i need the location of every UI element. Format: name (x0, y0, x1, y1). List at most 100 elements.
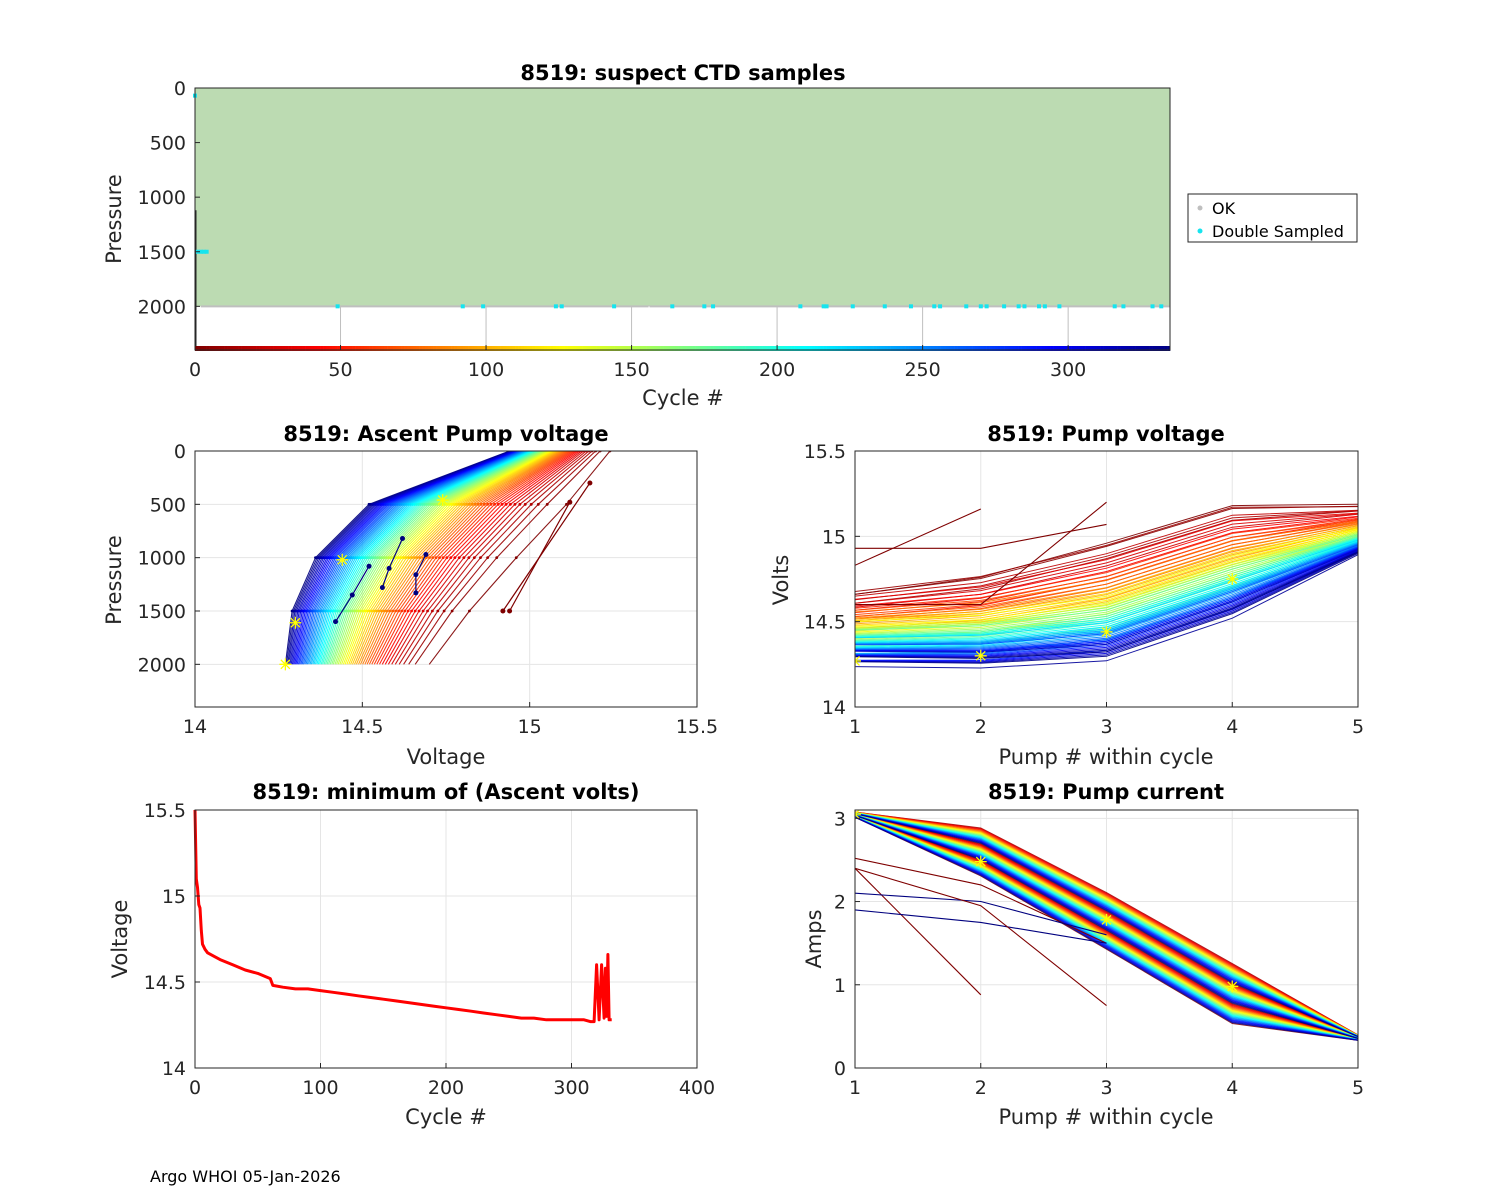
cycle-color-marker (1146, 346, 1150, 351)
ascent-xtick-label: 14.5 (341, 716, 383, 738)
cycle-color-marker (771, 346, 775, 351)
cycle-color-marker (1041, 346, 1046, 351)
ascent-sample-point (489, 502, 493, 506)
cycle-color-marker (753, 346, 758, 351)
cycle-color-marker (291, 346, 295, 351)
cycle-color-marker (352, 346, 356, 351)
ascent-sample-point (410, 556, 414, 560)
pumpi-ytick-label: 0 (834, 1058, 846, 1080)
cycle-color-marker (1135, 346, 1139, 351)
ascent-yellow-star-marker (336, 553, 349, 566)
cycle-color-marker (977, 346, 982, 351)
ok-samples-area (195, 88, 1170, 307)
cycle-color-marker (681, 346, 685, 351)
ascent-sample-point (514, 556, 518, 560)
ascent-sample-point (366, 556, 369, 560)
pumpv-cycle-line (855, 548, 1358, 656)
cycle-color-marker (1062, 346, 1066, 351)
cycle-color-marker (902, 346, 906, 351)
pumpv-cycle-line (855, 529, 1358, 627)
cycle-color-marker (436, 346, 440, 351)
ctd-title: 8519: suspect CTD samples (520, 61, 845, 85)
ascent-sample-point (385, 609, 389, 613)
cycle-color-marker (337, 346, 341, 351)
cycle-color-marker (238, 346, 242, 351)
ascent-sample-point (413, 556, 417, 560)
cycle-color-marker (279, 346, 283, 351)
cycle-color-marker (401, 346, 405, 351)
double-sampled-point (1042, 304, 1047, 309)
cycle-color-marker (558, 346, 563, 351)
cycle-color-marker (483, 346, 487, 351)
cycle-color-marker (989, 346, 993, 351)
minv-ytick-label: 15 (162, 886, 186, 908)
pumpv-cycle-line (855, 515, 1358, 607)
pumpv-cycle-line (855, 503, 1358, 595)
cycle-color-marker (477, 346, 481, 351)
cycle-color-marker (355, 346, 359, 351)
ascent-xtick-label: 14 (183, 716, 207, 738)
ascent-outlier-point (413, 590, 419, 596)
double-sampled-point (850, 304, 855, 309)
cycle-color-marker (582, 346, 586, 351)
pumpv-cycle-line (855, 533, 1358, 630)
legend-ok-marker (1197, 205, 1203, 211)
pumpv-cycle-line (855, 525, 1358, 620)
cycle-color-marker (809, 346, 813, 351)
ascent-sample-point (378, 556, 382, 560)
cycle-color-marker (349, 346, 353, 351)
pumpv-cycle-line (855, 525, 1358, 623)
cycle-color-marker (995, 346, 999, 351)
cycle-color-marker (378, 346, 382, 351)
pumpv-xlabel: Pump # within cycle (999, 745, 1214, 769)
cycle-color-marker (631, 346, 635, 351)
ascent-outlier-point (399, 535, 405, 541)
cycle-color-marker (867, 346, 871, 351)
pumpv-outlier-line (855, 501, 1107, 606)
ascent-sample-point (362, 609, 365, 613)
cycle-color-marker (468, 346, 472, 351)
pumpv-ytick-label: 14.5 (804, 612, 846, 634)
cycle-color-marker (1012, 346, 1017, 351)
ascent-outlier-point (423, 551, 429, 557)
double-sampled-point (711, 304, 716, 309)
pumpi-ytick-label: 1 (834, 975, 846, 997)
ascent-sample-point (372, 556, 376, 560)
cycle-color-marker (873, 346, 877, 351)
cycle-color-marker (1059, 346, 1063, 351)
cycle-color-marker (273, 346, 277, 351)
ascent-sample-point (462, 502, 466, 506)
ascent-sample-point (378, 609, 382, 613)
cycle-color-marker (465, 346, 469, 351)
cycle-color-marker (782, 346, 787, 351)
ascent-sample-point (450, 609, 454, 613)
double-sampled-point (559, 304, 564, 309)
cycle-color-marker (555, 346, 560, 351)
pumpi-xtick-label: 1 (849, 1077, 861, 1099)
cycle-color-marker (887, 346, 891, 351)
cycle-color-marker (1126, 346, 1130, 351)
pumpv-cycle-line (855, 513, 1358, 604)
cycle-color-marker (637, 346, 641, 351)
ascent-sample-point (354, 556, 358, 560)
pumpv-ytick-label: 15 (822, 526, 846, 548)
cycle-color-marker (224, 346, 228, 351)
cycle-color-marker (794, 346, 798, 351)
cycle-color-marker (593, 346, 597, 351)
double-sampled-point (1121, 304, 1126, 309)
cycle-color-marker (1039, 346, 1043, 351)
cycle-color-marker (1065, 346, 1069, 351)
cycle-color-marker (791, 346, 795, 351)
ascent-sample-point (360, 556, 363, 560)
cycle-color-marker (244, 346, 248, 351)
cycle-color-marker (247, 346, 251, 351)
footer-text: Argo WHOI 05-Jan-2026 (150, 1167, 341, 1186)
pumpv-cycle-line (855, 517, 1358, 609)
cycle-color-marker (360, 346, 365, 351)
pumpi-ylabel: Amps (802, 909, 826, 968)
cycle-color-marker (427, 346, 432, 351)
panel-pumpv: 1 2 3 4 5 14 14.5 15 15.5 8519: Pump voltage Pum… (769, 422, 1364, 769)
pumpv-cycle-line (855, 545, 1358, 651)
cycle-color-marker (491, 346, 496, 351)
